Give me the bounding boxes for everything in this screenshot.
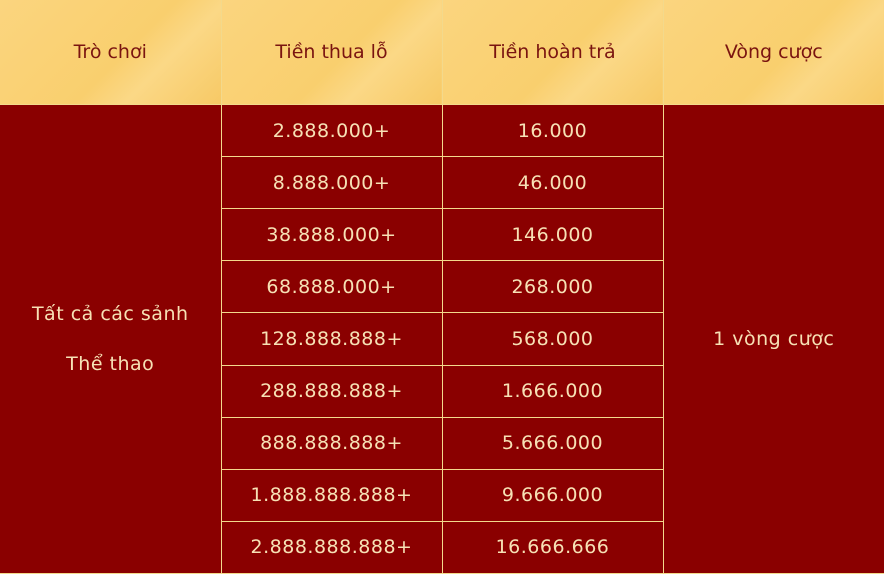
header-wagering: Vòng cược — [662, 0, 884, 105]
table-row: 38.888.000+ 146.000 — [0, 208, 884, 262]
wagering-cell: 1 vòng cược — [662, 104, 884, 574]
table-row: 288.888.888+ 1.666.000 — [0, 364, 884, 418]
loss-cell: 38.888.000+ — [221, 208, 443, 262]
loss-cell: 288.888.888+ — [221, 364, 443, 418]
loss-cell: 888.888.888+ — [221, 416, 443, 470]
refund-cell: 46.000 — [441, 156, 663, 210]
loss-cell: 2.888.000+ — [220, 103, 443, 158]
loss-cell: 1.888.888.888+ — [221, 468, 443, 522]
refund-cell: 16.666.666 — [441, 520, 663, 574]
table-row: 888.888.888+ 5.666.000 — [0, 416, 884, 470]
table-row: 1.888.888.888+ 9.666.000 — [0, 468, 884, 522]
refund-cell: 268.000 — [441, 260, 663, 314]
header-row: Trò chơi Tiền thua lỗ Tiền hoàn trả Vòng… — [0, 0, 884, 105]
header-refund: Tiền hoàn trả — [441, 0, 664, 105]
table-row: 2.888.888.888+ 16.666.666 — [0, 520, 884, 574]
loss-cell: 68.888.000+ — [221, 260, 443, 314]
header-game: Trò chơi — [0, 0, 222, 105]
loss-cell: 128.888.888+ — [221, 312, 443, 366]
refund-cell: 146.000 — [441, 208, 663, 262]
table-row: Tất cả các sảnh Thể thao 2.888.000+ 16.000 1… — [0, 103, 884, 574]
refund-cell: 16.000 — [441, 103, 664, 158]
refund-cell: 568.000 — [441, 312, 663, 366]
loss-cell: 8.888.000+ — [221, 156, 443, 210]
table-row: 8.888.000+ 46.000 — [0, 156, 884, 210]
refund-cell: 5.666.000 — [441, 416, 663, 470]
game-name: Thể thao — [66, 353, 155, 375]
header-loss: Tiền thua lỗ — [220, 0, 443, 105]
loss-cell: 2.888.888.888+ — [221, 520, 443, 574]
game-name: Tất cả các sảnh — [31, 303, 189, 325]
game-cell: Tất cả các sảnh Thể thao — [0, 104, 222, 574]
refund-cell: 9.666.000 — [441, 468, 663, 522]
table-row: 128.888.888+ 568.000 — [0, 312, 884, 366]
refund-cell: 1.666.000 — [441, 364, 663, 418]
